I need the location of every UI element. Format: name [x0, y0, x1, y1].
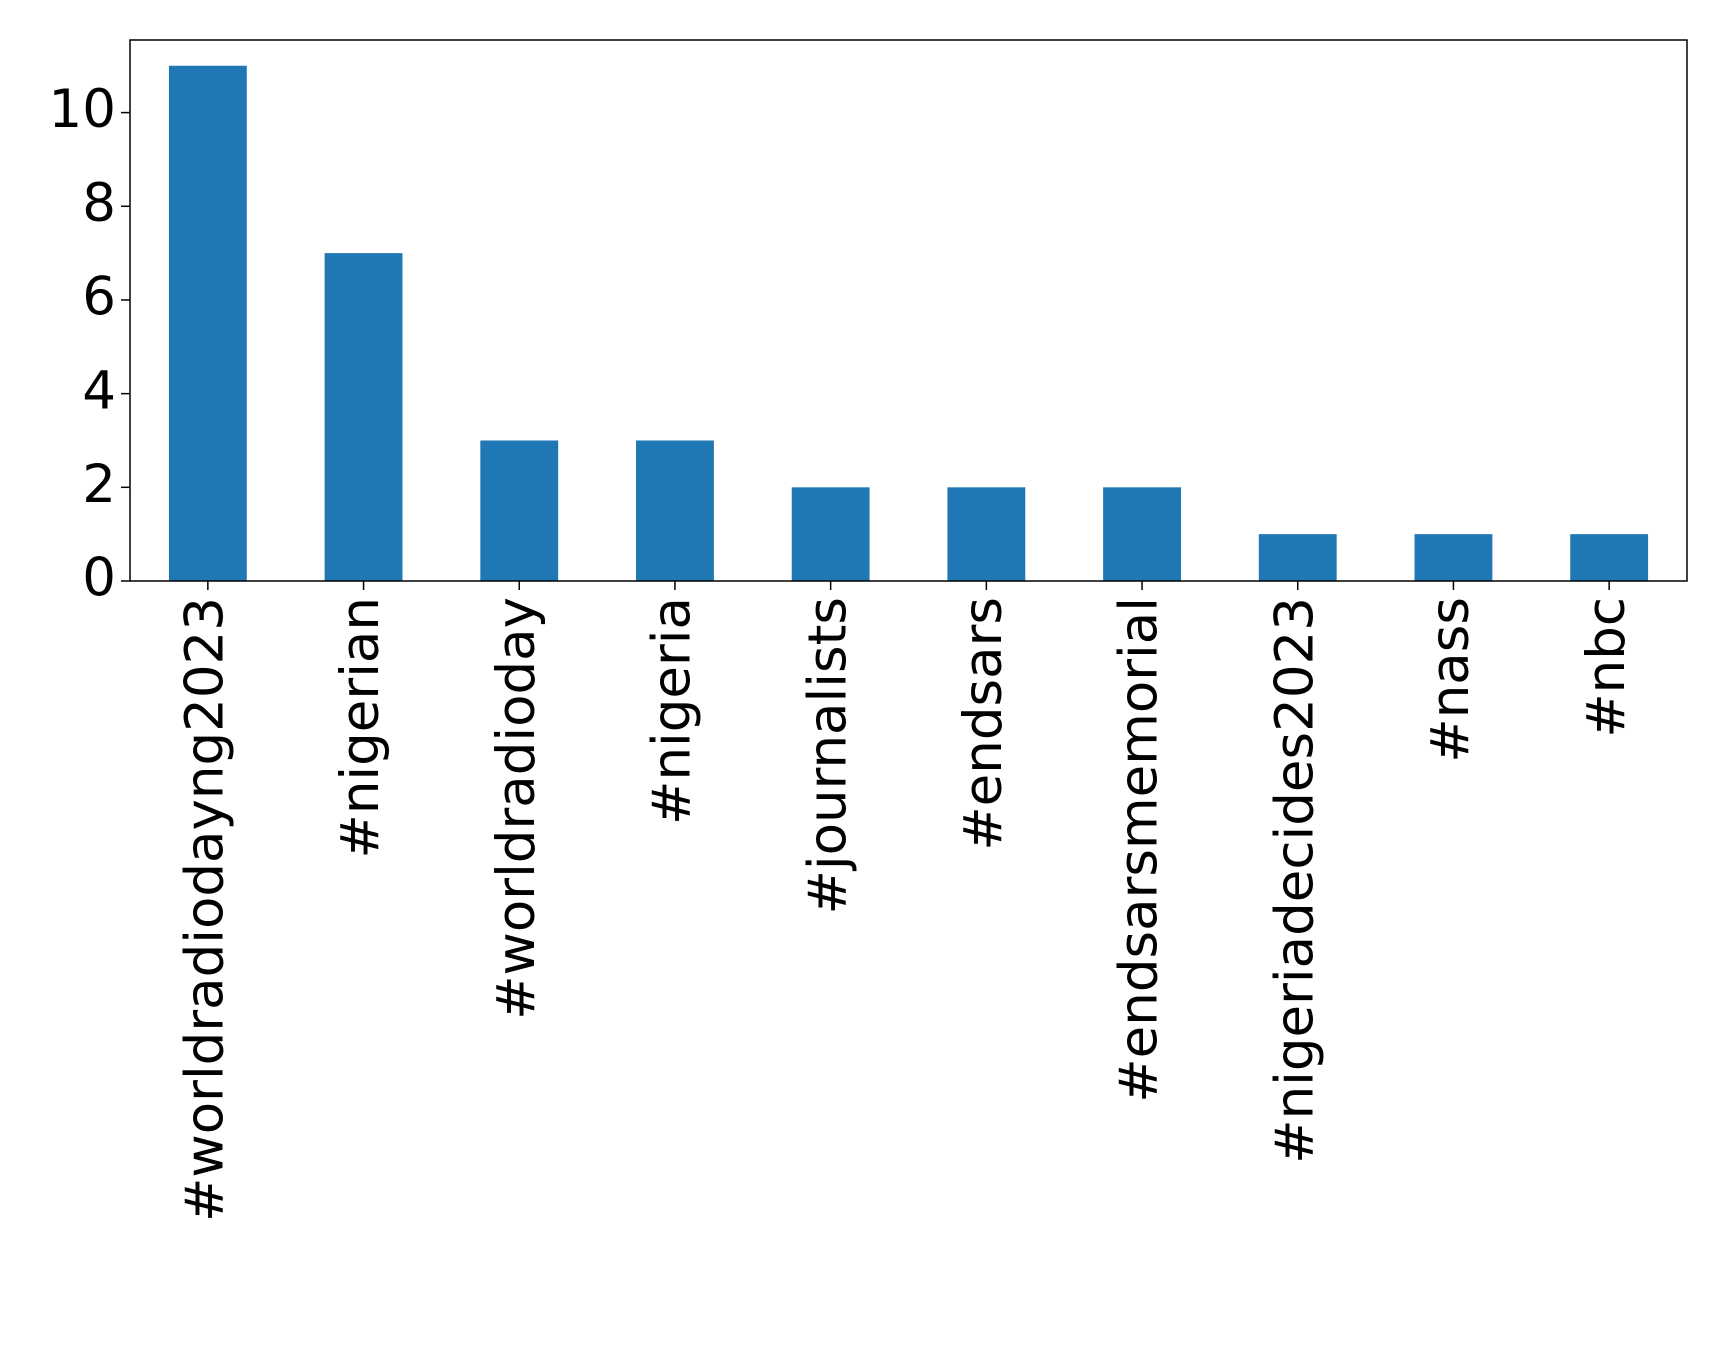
y-tick-label: 8 [82, 173, 116, 234]
x-tick-label: #journalists [797, 597, 858, 915]
y-tick-label: 4 [82, 360, 116, 421]
x-tick-label: #nass [1420, 597, 1481, 763]
bar [1103, 487, 1181, 581]
bar [1258, 534, 1337, 581]
x-tick-label: #nbc [1576, 597, 1637, 738]
bar [947, 487, 1026, 581]
bar [324, 253, 403, 581]
y-tick-label: 2 [82, 454, 116, 515]
x-tick-label: #worldradioday [486, 597, 547, 1020]
bar [791, 487, 870, 581]
x-tick-label: #endsars [953, 597, 1014, 851]
x-tick-label: #nigeriadecides2023 [1264, 597, 1325, 1164]
y-tick-label: 0 [82, 548, 116, 609]
x-tick-label: #nigeria [642, 597, 703, 825]
x-tick-label: #endsarsmemorial [1109, 597, 1170, 1103]
y-tick-label: 6 [82, 267, 116, 328]
x-tick-label: #nigerian [330, 597, 391, 859]
x-tick-label: #worldradiodayng2023 [174, 597, 235, 1222]
bar [168, 65, 247, 581]
bar [1570, 534, 1649, 581]
bar [636, 440, 714, 581]
y-tick-label: 10 [49, 79, 116, 140]
plot-frame [129, 39, 1688, 582]
bar [1414, 534, 1493, 581]
bar [480, 440, 559, 581]
